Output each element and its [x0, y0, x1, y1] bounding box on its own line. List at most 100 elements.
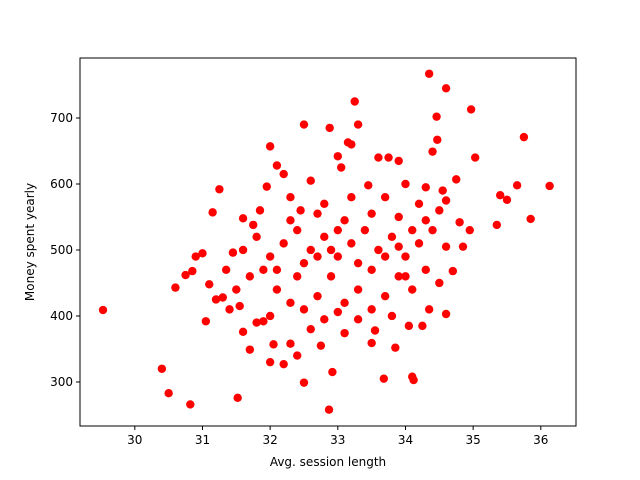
point — [441, 242, 451, 251]
point — [496, 191, 505, 200]
point — [306, 176, 315, 185]
point — [353, 285, 363, 294]
point — [424, 305, 434, 314]
point — [380, 192, 390, 202]
point — [320, 315, 329, 324]
point — [387, 232, 397, 241]
point — [293, 272, 302, 281]
point — [367, 209, 376, 218]
point — [218, 293, 227, 302]
point — [157, 364, 167, 373]
point — [299, 258, 309, 268]
point — [470, 153, 480, 162]
point — [316, 341, 326, 350]
point — [228, 248, 238, 257]
point — [313, 291, 322, 301]
x-tick-label: 31 — [195, 433, 210, 447]
point — [374, 245, 383, 255]
point — [320, 232, 329, 241]
point — [252, 232, 261, 241]
point — [333, 252, 343, 261]
point — [245, 272, 255, 281]
point — [188, 266, 197, 276]
point — [272, 265, 282, 274]
y-tick-label: 600 — [50, 177, 73, 191]
point — [384, 153, 393, 162]
point — [438, 186, 447, 195]
point — [340, 328, 349, 338]
point — [421, 265, 430, 274]
point — [259, 317, 268, 326]
point — [269, 340, 278, 349]
point — [262, 182, 271, 191]
y-tick-label: 400 — [50, 309, 73, 323]
point — [279, 169, 288, 179]
point — [299, 305, 309, 314]
point — [286, 192, 295, 202]
point — [252, 318, 261, 327]
point — [401, 272, 410, 281]
point — [408, 225, 417, 235]
point — [245, 345, 255, 354]
point — [421, 183, 430, 192]
point — [238, 214, 248, 223]
point — [286, 216, 295, 225]
point — [441, 196, 451, 205]
point — [326, 245, 336, 255]
point — [441, 309, 451, 319]
point — [306, 324, 315, 334]
point — [433, 135, 442, 144]
point — [328, 367, 337, 377]
point — [333, 225, 343, 235]
point — [293, 225, 302, 235]
point — [428, 147, 437, 156]
point — [353, 120, 363, 129]
point — [164, 388, 173, 398]
point — [279, 359, 288, 369]
x-tick-label: 33 — [330, 433, 345, 447]
point — [380, 291, 390, 301]
point — [387, 311, 397, 321]
point — [458, 242, 468, 251]
point — [299, 378, 309, 387]
point — [432, 112, 441, 121]
point — [466, 105, 476, 114]
x-tick-label: 36 — [533, 433, 548, 447]
point — [367, 305, 376, 314]
point — [215, 185, 224, 194]
x-axis-label: Avg. session length — [270, 455, 386, 469]
point — [211, 295, 221, 304]
point — [235, 301, 244, 311]
point — [391, 343, 400, 352]
point — [435, 206, 444, 215]
point — [336, 163, 346, 172]
point — [325, 123, 334, 133]
point — [401, 179, 410, 189]
point — [502, 195, 512, 205]
point — [418, 321, 427, 331]
x-tick-label: 32 — [263, 433, 278, 447]
point — [394, 156, 403, 166]
point — [171, 283, 180, 292]
point — [324, 405, 334, 414]
point — [374, 153, 383, 162]
point — [333, 152, 343, 161]
point — [313, 252, 322, 261]
point — [350, 97, 359, 106]
point — [186, 400, 195, 409]
point — [233, 393, 242, 403]
point — [340, 298, 349, 307]
point — [526, 214, 535, 224]
plot-area — [98, 69, 554, 414]
point — [333, 307, 343, 317]
point — [296, 206, 305, 215]
point — [259, 265, 268, 274]
point — [201, 317, 211, 326]
point — [421, 216, 430, 225]
point — [286, 339, 295, 348]
point — [409, 375, 418, 385]
point — [370, 326, 380, 335]
axes-frame — [79, 57, 577, 427]
point — [367, 338, 376, 348]
